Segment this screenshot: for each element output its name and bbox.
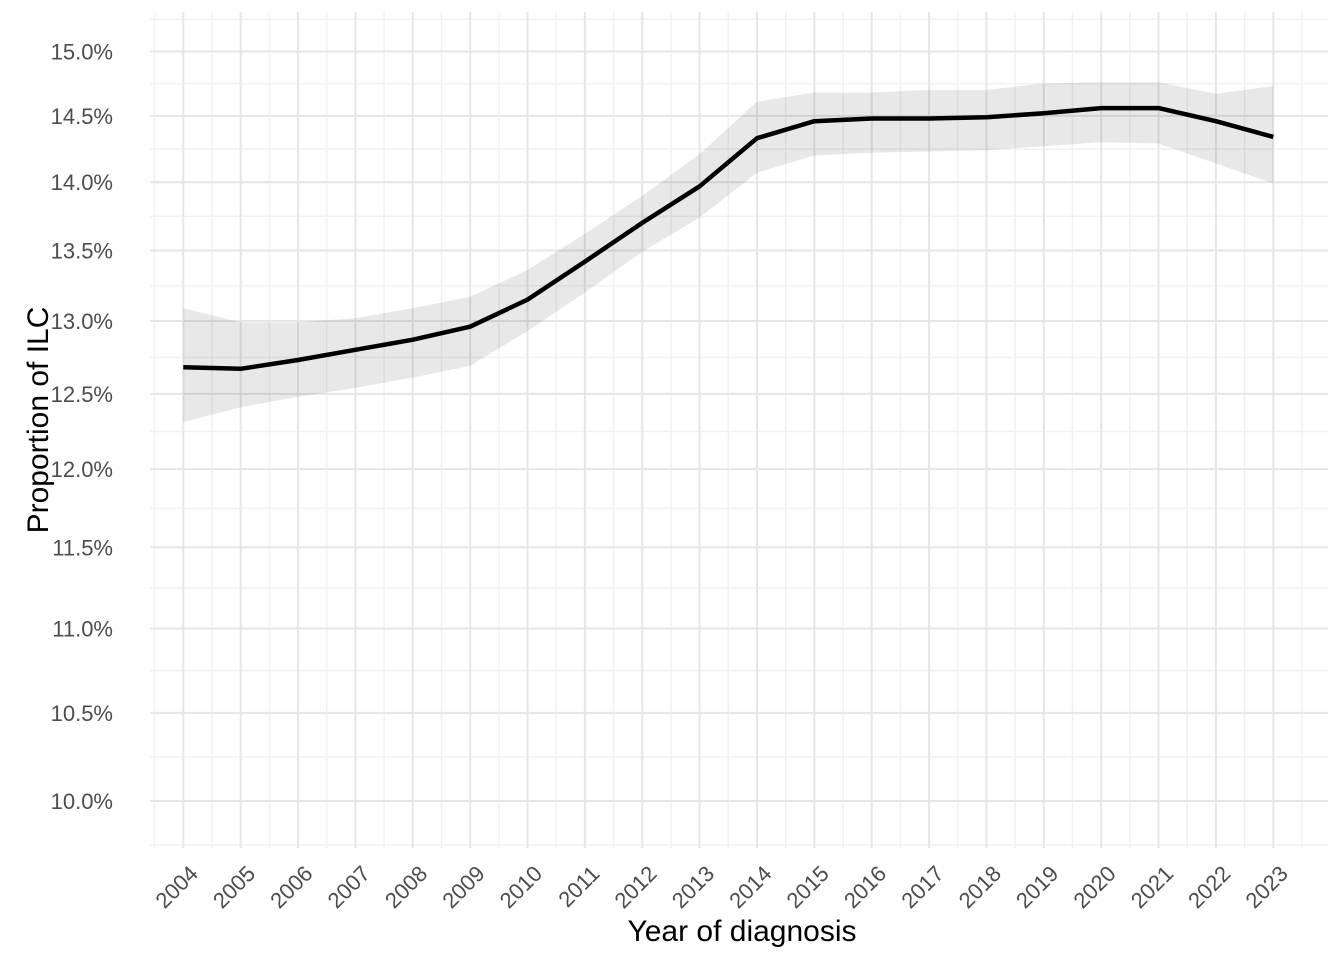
- y-tick-label: 14.0%: [51, 170, 113, 195]
- trend-line: [183, 105, 1274, 372]
- y-tick-label: 10.5%: [51, 701, 113, 726]
- y-tick-label: 11.0%: [52, 616, 113, 641]
- y-tick-label: 12.0%: [51, 457, 113, 482]
- y-tick-label: 14.5%: [51, 104, 113, 129]
- confidence-band-group: [183, 82, 1274, 423]
- y-tick-label: 10.0%: [51, 789, 113, 814]
- y-tick-label: 11.5%: [52, 535, 113, 560]
- y-axis-title: Proportion of ILC: [22, 307, 55, 534]
- y-axis-tick-labels: 10.0% 10.5% 11.0% 11.5% 12.0% 12.5% 13.0% 13.5%…: [51, 40, 113, 814]
- x-axis-title: Year of diagnosis: [627, 915, 856, 948]
- trend-line-group: [183, 105, 1274, 372]
- y-tick-label: 13.0%: [51, 309, 113, 334]
- panel-grid-major: [150, 12, 1328, 848]
- panel-grid-minor: [150, 12, 1328, 848]
- y-tick-label: 13.5%: [51, 239, 113, 264]
- y-tick-label: 12.5%: [51, 382, 113, 407]
- confidence-band: [183, 82, 1274, 423]
- y-tick-label: 15.0%: [51, 40, 113, 65]
